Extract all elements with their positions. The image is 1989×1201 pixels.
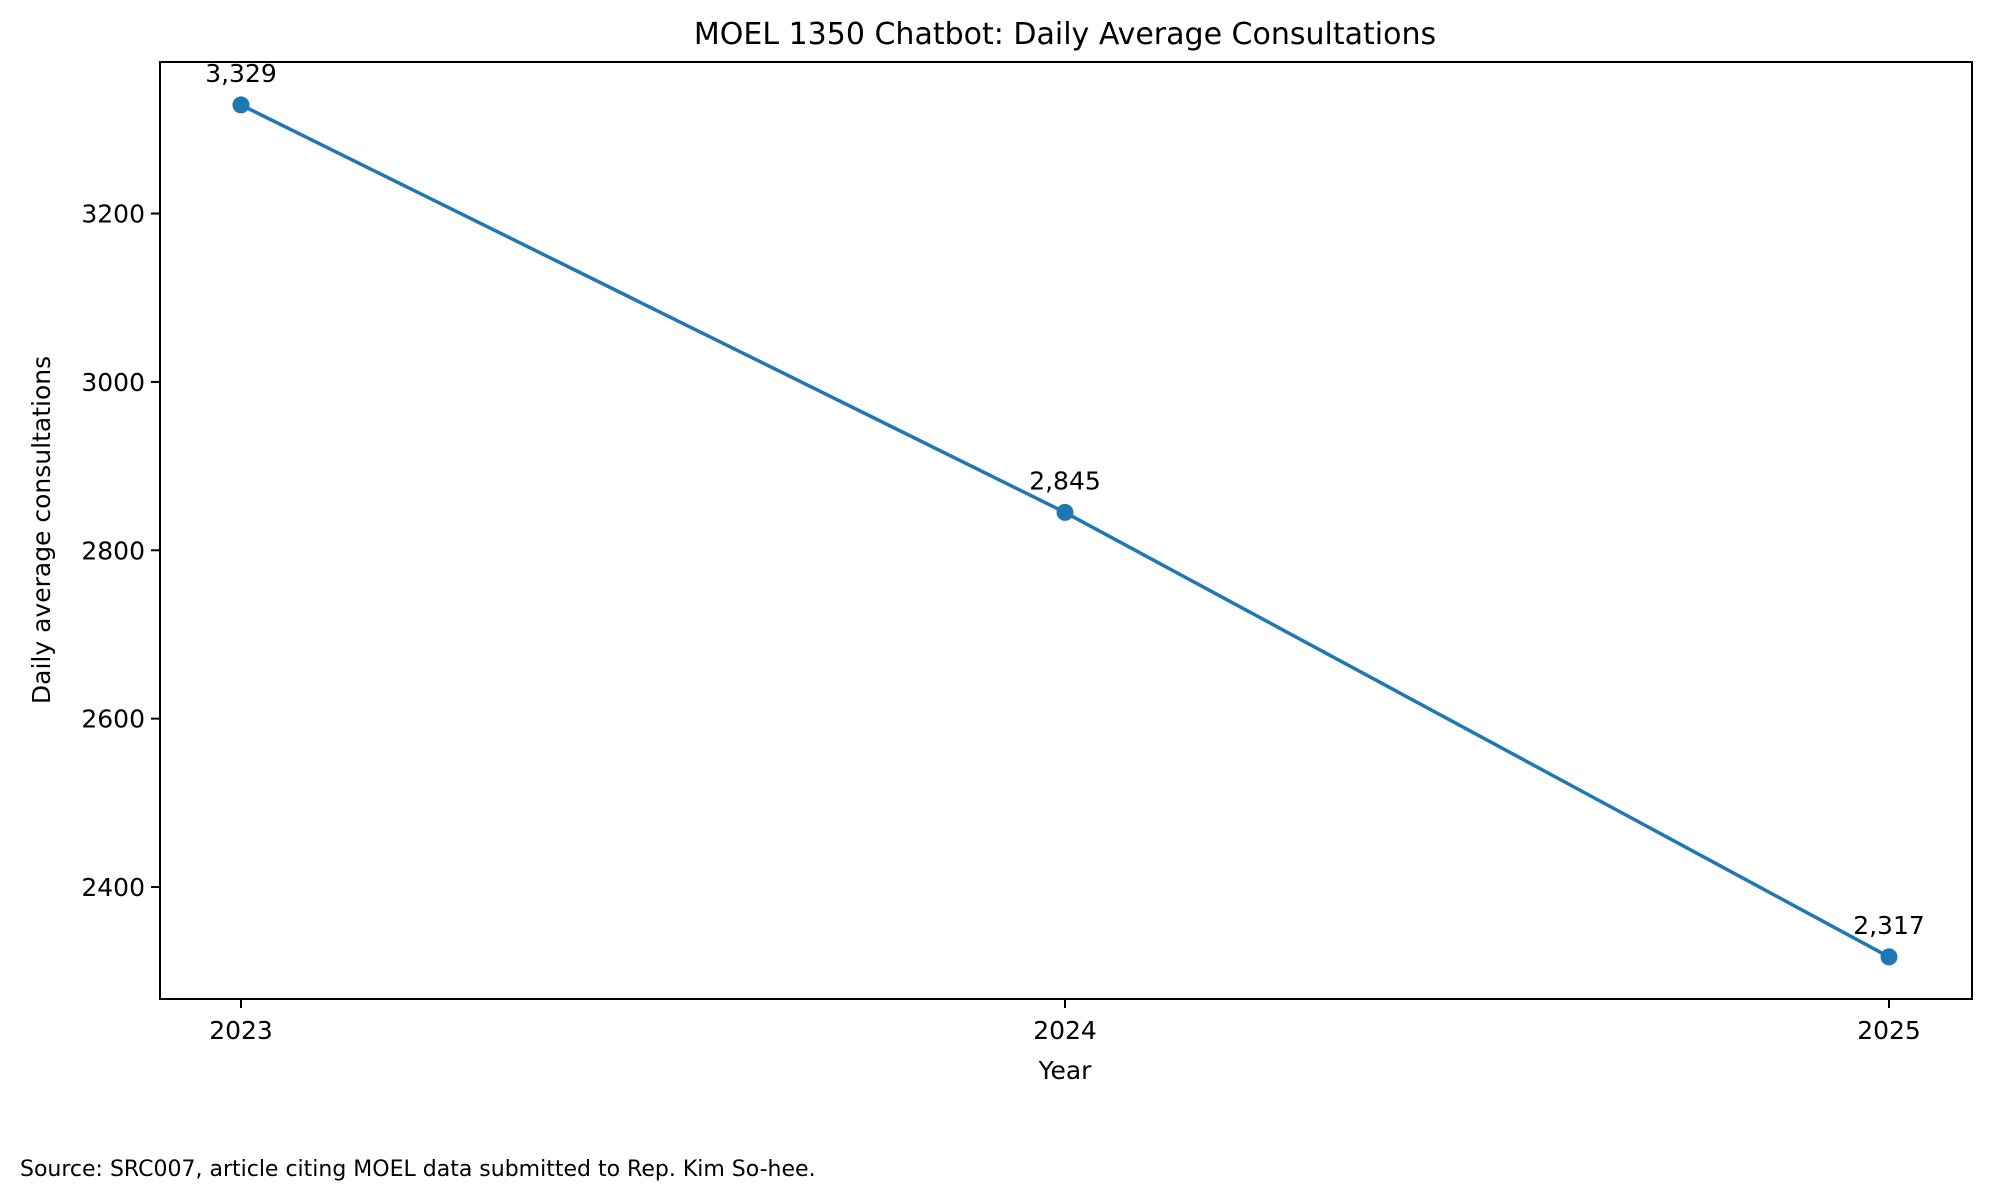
series-line-path bbox=[240, 103, 1890, 959]
y-tick-label: 3200 bbox=[81, 200, 145, 229]
y-tick-label: 3000 bbox=[81, 368, 145, 397]
chart-title: MOEL 1350 Chatbot: Daily Average Consult… bbox=[694, 17, 1436, 52]
x-axis-ticks: 2023 2024 2025 bbox=[209, 999, 1921, 1045]
source-note: Source: SRC007, article citing MOEL data… bbox=[20, 1157, 816, 1182]
data-point bbox=[1056, 503, 1074, 521]
data-label: 2,317 bbox=[1853, 911, 1925, 940]
data-label: 3,329 bbox=[205, 59, 277, 88]
y-tick-label: 2800 bbox=[81, 536, 145, 565]
data-point bbox=[232, 96, 250, 114]
y-tick-label: 2600 bbox=[81, 705, 145, 734]
data-label: 2,845 bbox=[1029, 466, 1101, 495]
data-labels: 3,329 2,845 2,317 bbox=[205, 59, 1925, 940]
series-line bbox=[240, 103, 1890, 959]
y-tick-label: 2400 bbox=[81, 873, 145, 902]
data-points bbox=[232, 96, 1898, 966]
data-point bbox=[1880, 948, 1898, 966]
x-tick-label: 2024 bbox=[1033, 1016, 1097, 1045]
x-tick-label: 2025 bbox=[1857, 1016, 1921, 1045]
x-tick-label: 2023 bbox=[209, 1016, 273, 1045]
x-axis-label: Year bbox=[1038, 1056, 1093, 1085]
y-axis-ticks: 2400 2600 2800 3000 3200 bbox=[81, 200, 160, 902]
plot-area-frame bbox=[159, 61, 1973, 1000]
y-axis-label: Daily average consultations bbox=[27, 356, 56, 704]
